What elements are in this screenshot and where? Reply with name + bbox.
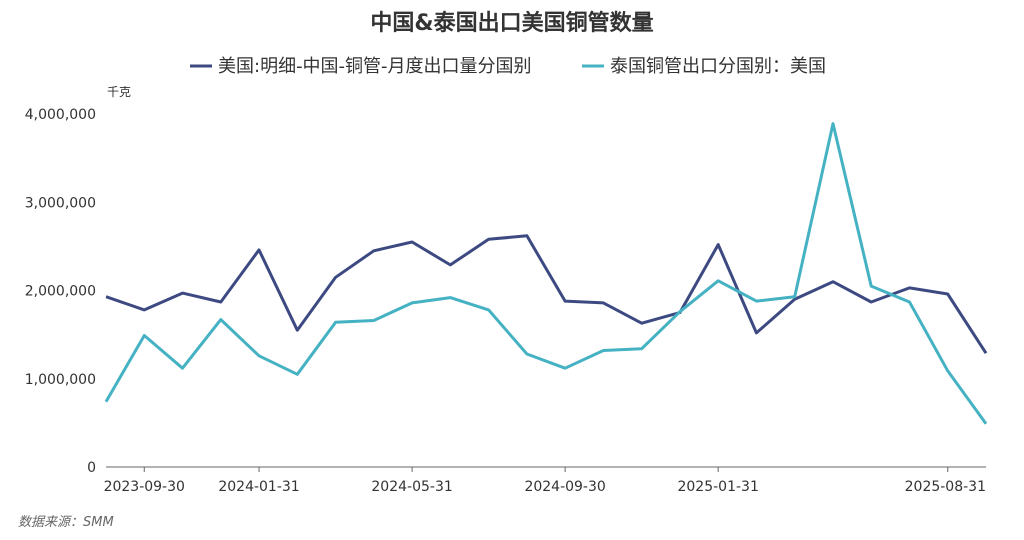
y-axis-unit: 千克 [107, 85, 131, 99]
x-tick-label: 2025-01-31 [677, 479, 758, 495]
x-tick-label: 2025-08-31 [905, 479, 986, 495]
y-tick-label: 0 [87, 460, 96, 476]
y-tick-label: 1,000,000 [25, 372, 96, 388]
source-label: 数据来源：SMM [18, 515, 114, 530]
legend: 美国:明细-中国-铜管-月度出口量分国别 泰国铜管出口分国别：美国 [190, 56, 826, 77]
series-line-thailand [104, 122, 988, 425]
x-tick-label: 2023-09-30 [104, 479, 185, 495]
y-tick-label: 3,000,000 [25, 195, 96, 211]
series-line-china [105, 234, 988, 355]
chart-title: 中国&泰国出口美国铜管数量 [370, 10, 653, 36]
x-axis-ticks: 2023-09-30 2024-01-31 2024-05-31 2024-09-30… [104, 467, 986, 495]
legend-label-thailand: 泰国铜管出口分国别：美国 [610, 56, 826, 77]
y-axis-ticks: 0 1,000,000 2,000,000 3,000,000 4,000,000 [25, 107, 96, 476]
series-lines [104, 122, 988, 425]
y-tick-label: 2,000,000 [25, 284, 96, 300]
x-tick-label: 2024-05-31 [371, 479, 452, 495]
x-tick-label: 2024-09-30 [524, 479, 605, 495]
x-tick-label: 2024-01-31 [218, 479, 299, 495]
legend-item-china: 美国:明细-中国-铜管-月度出口量分国别 [190, 56, 532, 77]
legend-label-china: 美国:明细-中国-铜管-月度出口量分国别 [218, 56, 532, 77]
legend-item-thailand: 泰国铜管出口分国别：美国 [582, 56, 826, 77]
y-tick-label: 4,000,000 [25, 107, 96, 123]
